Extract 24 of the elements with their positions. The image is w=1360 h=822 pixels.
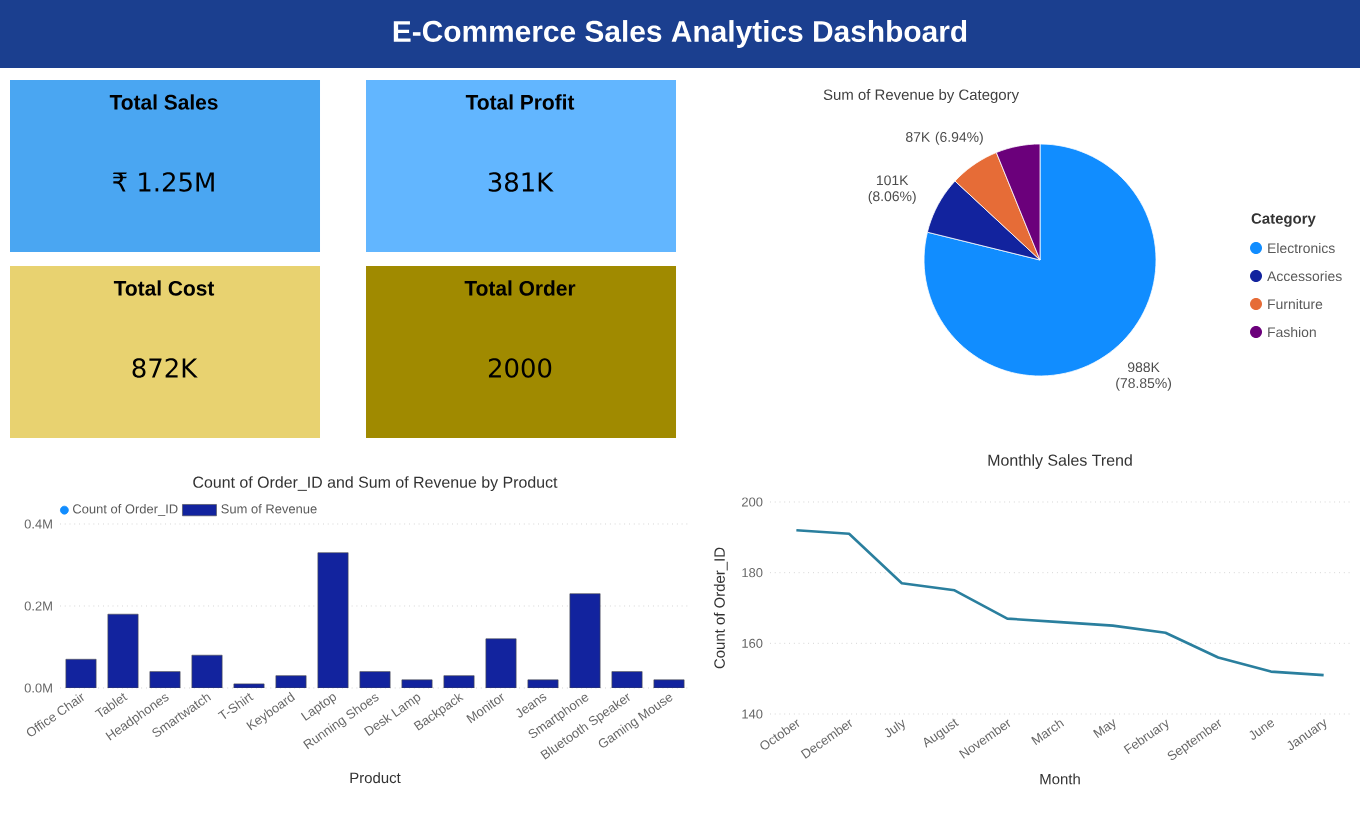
bar: [401, 679, 433, 688]
line-series: [795, 528, 1325, 677]
bar: [149, 671, 181, 688]
bar: [653, 679, 685, 688]
text: 872K: [132, 358, 198, 378]
bar: [359, 671, 391, 688]
category-label: Total Sales: [109, 94, 218, 110]
text: 2000: [488, 358, 552, 378]
bar: [191, 654, 223, 688]
bar: [527, 679, 559, 688]
text: E-Commerce Sales Analytics Dashboard: [393, 20, 967, 48]
bar: [443, 675, 475, 688]
bar: [611, 671, 643, 688]
text: ₹ 1.25M: [112, 172, 214, 192]
bar: [485, 638, 517, 688]
category-label: Total Profit: [465, 94, 575, 110]
bar: [275, 675, 307, 688]
bar: [569, 593, 601, 688]
text: 381K: [488, 172, 554, 192]
category-label: Total Cost: [113, 280, 215, 296]
bar: [65, 659, 97, 688]
bar: [107, 613, 139, 688]
category-label: Total Order: [464, 280, 576, 296]
bar: [317, 552, 349, 688]
